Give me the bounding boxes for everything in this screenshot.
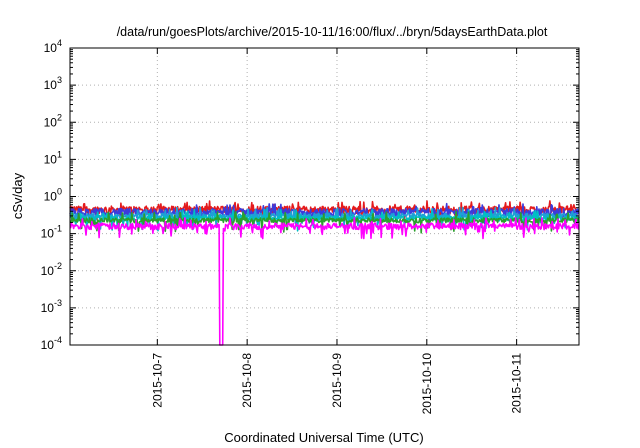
chart-title: /data/run/goesPlots/archive/2015-10-11/1… <box>117 25 548 39</box>
tick-marks <box>70 47 579 346</box>
x-tick-label: 2015-10-8 <box>240 353 254 408</box>
series-line-5 <box>69 210 580 234</box>
y-tick-label: 101 <box>44 149 62 166</box>
y-tick-label: 103 <box>44 75 62 92</box>
series-line-6 <box>69 216 580 346</box>
y-tick-label: 10-3 <box>41 298 62 315</box>
y-tick-label: 104 <box>44 38 62 55</box>
y-tick-label: 10-1 <box>41 224 62 241</box>
y-tick-labels: 104 103 102 101 100 10-1 10-2 10-3 10-4 <box>41 38 62 352</box>
y-tick-label: 102 <box>44 112 62 129</box>
y-axis-title: cSv/day <box>10 172 25 219</box>
x-tick-label: 2015-10-10 <box>420 353 434 415</box>
x-axis-title: Coordinated Universal Time (UTC) <box>224 430 423 445</box>
y-tick-label: 10-4 <box>41 335 62 352</box>
x-tick-label: 2015-10-9 <box>330 353 344 408</box>
x-tick-labels: 2015-10-7 2015-10-8 2015-10-9 2015-10-10 201… <box>150 353 523 415</box>
y-tick-label: 100 <box>44 187 62 204</box>
y-tick-label: 10-2 <box>41 261 62 278</box>
series-group <box>69 200 580 346</box>
x-tick-label: 2015-10-11 <box>510 353 524 414</box>
grid <box>70 48 579 345</box>
x-tick-label: 2015-10-7 <box>150 353 164 408</box>
